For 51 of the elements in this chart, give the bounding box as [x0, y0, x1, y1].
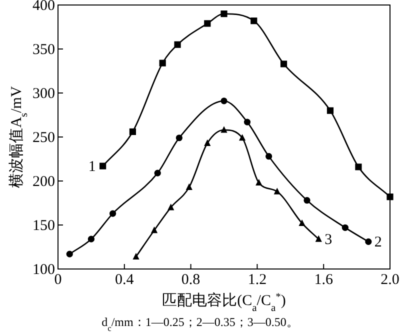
point [250, 18, 258, 24]
point [220, 98, 228, 104]
x-tick-label: 1.2 [248, 272, 267, 288]
point [220, 10, 228, 18]
point [315, 235, 322, 242]
point [274, 188, 280, 194]
point [326, 107, 334, 114]
series-label: 2 [374, 234, 382, 251]
y-tick-label: 250 [32, 130, 55, 146]
x-tick-label: 0.8 [181, 272, 200, 288]
point [304, 197, 310, 204]
point [355, 164, 362, 170]
point [244, 118, 251, 126]
point [100, 162, 106, 170]
y-tick-label: 100 [32, 262, 55, 278]
point [256, 178, 262, 186]
point [109, 210, 116, 217]
point [266, 153, 272, 160]
point [280, 60, 288, 68]
point [154, 170, 161, 176]
point [186, 183, 192, 190]
point [176, 134, 182, 142]
point [159, 60, 166, 66]
text: d$_{c}$/mm：1—0.25；2—0.35；3—0.50。 [102, 315, 298, 332]
series-label: 3 [324, 232, 332, 248]
point [342, 224, 348, 231]
point [298, 219, 306, 226]
x-axis-title: 匹配电容比(C$_{a}$/C$_{a}$$^{*}$) [162, 292, 286, 314]
point [174, 41, 181, 48]
y-tick-label: 150 [32, 218, 55, 234]
point [365, 238, 372, 246]
point [129, 128, 136, 136]
point [88, 236, 94, 242]
y-tick-label: 400 [32, 0, 55, 14]
y-tick-label: 200 [32, 174, 55, 190]
series-label: 1 [88, 159, 96, 176]
point [168, 204, 174, 210]
point [132, 252, 140, 260]
point [238, 134, 246, 141]
point [204, 20, 211, 27]
y-tick-label: 300 [32, 86, 55, 102]
point [150, 226, 158, 234]
point [386, 194, 394, 200]
x-tick-label: 2.0 [380, 272, 400, 288]
point [204, 139, 211, 146]
point [66, 250, 73, 258]
y-tick-label: 350 [32, 42, 55, 58]
x-tick-label: 0 [54, 272, 62, 288]
point [220, 126, 228, 133]
x-tick-label: 0.4 [115, 272, 134, 288]
x-tick-label: 1.6 [314, 272, 334, 288]
